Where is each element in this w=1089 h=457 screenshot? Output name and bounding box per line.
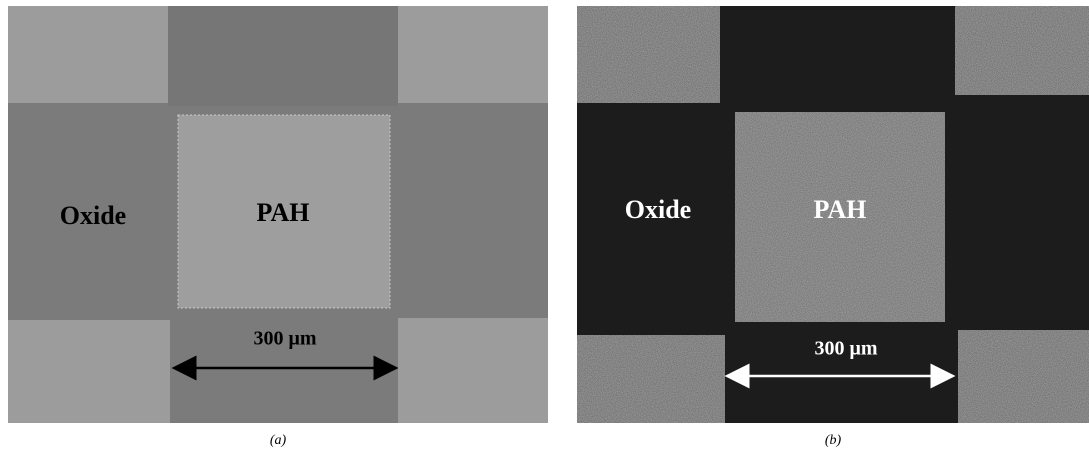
region-label: PAH <box>814 195 867 224</box>
pah-square <box>8 320 170 423</box>
figure: Oxide PAH 300 μm (a) Oxide PAH 300 μm (b… <box>0 0 1089 457</box>
scale-label: 300 μm <box>815 338 878 360</box>
pah-square <box>577 6 720 103</box>
panel-caption: (b) <box>825 433 842 448</box>
pah-square <box>577 335 725 423</box>
region-label: PAH <box>257 198 310 227</box>
panel-b: Oxide PAH 300 μm (b) <box>577 6 1089 448</box>
scale-label: 300 μm <box>254 328 317 350</box>
pah-square <box>398 318 548 423</box>
pah-square <box>955 6 1089 95</box>
pah-square <box>8 6 168 103</box>
panel-caption: (a) <box>270 433 287 448</box>
oxide-region <box>168 6 398 106</box>
pah-square <box>398 6 548 103</box>
panel-a: Oxide PAH 300 μm (a) <box>8 6 548 448</box>
region-label: Oxide <box>60 201 126 230</box>
region-label: Oxide <box>625 195 691 224</box>
pah-square <box>958 330 1089 423</box>
